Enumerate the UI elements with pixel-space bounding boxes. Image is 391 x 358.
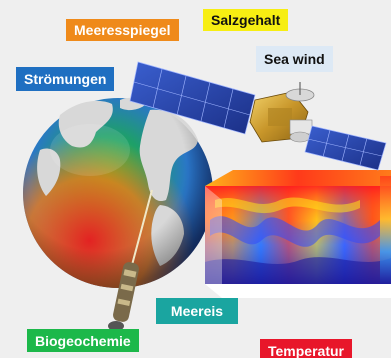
- argo-float-icon: [108, 189, 153, 331]
- ocean-profile-cube-icon: [205, 170, 391, 298]
- label-sea-wind: Sea wind: [256, 46, 333, 72]
- satellite-body-icon: [249, 82, 315, 143]
- label-biogeochemie: Biogeochemie: [27, 329, 139, 352]
- label-temperatur: Temperatur: [260, 339, 352, 358]
- label-meeresspiegel: Meeresspiegel: [66, 19, 179, 41]
- satellite-icon: [129, 61, 387, 171]
- label-stroemungen: Strömungen: [16, 67, 115, 91]
- globe-icon: [23, 97, 213, 288]
- label-meereis: Meereis: [156, 298, 238, 324]
- label-salzgehalt: Salzgehalt: [203, 9, 289, 31]
